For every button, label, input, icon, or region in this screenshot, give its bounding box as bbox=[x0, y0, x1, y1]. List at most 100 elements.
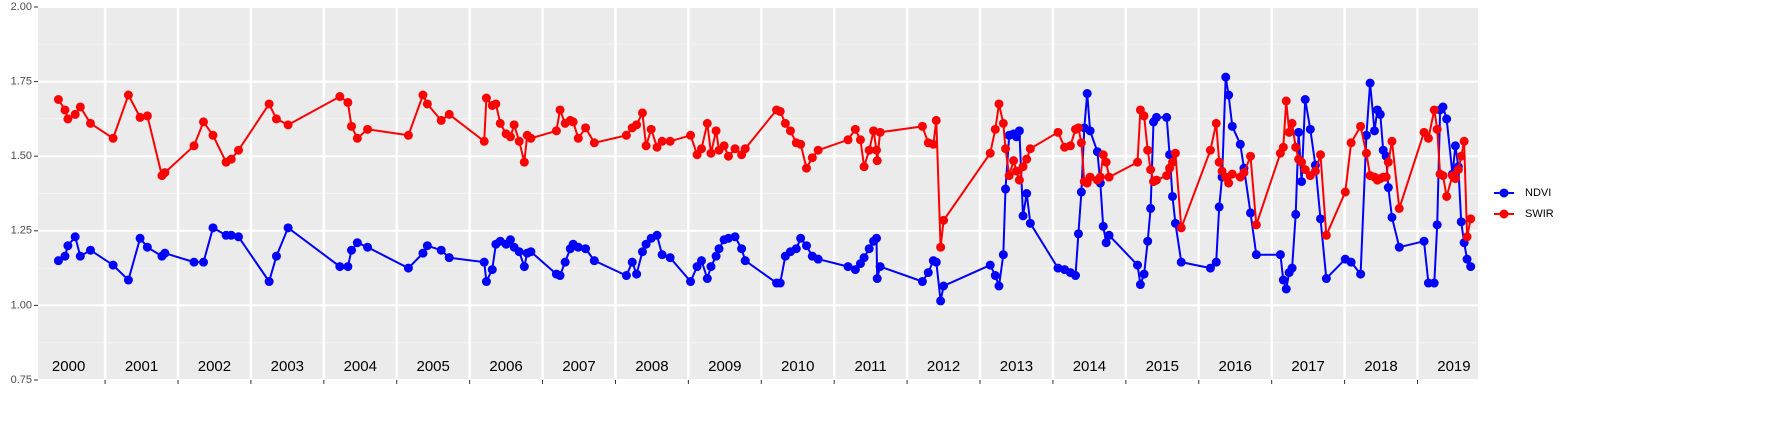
x-tick-label: 2014 bbox=[1073, 358, 1106, 375]
data-point bbox=[1466, 262, 1476, 272]
data-point bbox=[875, 127, 885, 137]
data-point bbox=[444, 253, 454, 263]
data-point bbox=[657, 136, 667, 146]
x-tick-label: 2012 bbox=[927, 358, 960, 375]
data-point bbox=[939, 281, 949, 291]
data-point bbox=[1346, 257, 1356, 267]
data-point bbox=[696, 144, 706, 154]
data-point bbox=[63, 114, 73, 124]
data-point bbox=[75, 102, 85, 112]
data-point bbox=[923, 268, 933, 278]
data-point bbox=[526, 247, 536, 257]
data-point bbox=[283, 120, 293, 130]
data-point bbox=[1383, 183, 1393, 193]
data-point bbox=[1139, 269, 1149, 279]
data-point bbox=[1076, 187, 1086, 197]
data-point bbox=[160, 248, 170, 258]
x-tick-label: 2005 bbox=[416, 358, 449, 375]
x-tick-label: 2007 bbox=[562, 358, 595, 375]
data-point bbox=[1251, 220, 1261, 230]
data-point bbox=[264, 99, 274, 109]
x-tick-label: 2001 bbox=[125, 358, 158, 375]
data-point bbox=[843, 262, 853, 272]
data-point bbox=[1294, 127, 1304, 137]
data-point bbox=[1214, 202, 1224, 212]
data-point bbox=[1291, 209, 1301, 219]
data-point bbox=[422, 99, 432, 109]
data-point bbox=[85, 245, 95, 255]
data-point bbox=[1073, 229, 1083, 239]
legend-label: NDVI bbox=[1525, 187, 1551, 199]
data-point bbox=[1205, 263, 1215, 273]
data-point bbox=[560, 257, 570, 267]
data-point bbox=[864, 145, 874, 155]
data-point bbox=[1456, 151, 1466, 161]
data-point bbox=[637, 247, 647, 257]
data-point bbox=[123, 275, 133, 285]
data-point bbox=[1162, 171, 1172, 181]
data-point bbox=[199, 257, 209, 267]
legend-key-point bbox=[1499, 188, 1509, 198]
data-point bbox=[1168, 191, 1178, 201]
x-tick-label: 2011 bbox=[855, 358, 887, 375]
data-point bbox=[135, 112, 145, 122]
data-point bbox=[335, 262, 345, 272]
data-point bbox=[53, 256, 63, 266]
data-point bbox=[436, 245, 446, 255]
data-point bbox=[199, 117, 209, 127]
data-point bbox=[686, 130, 696, 140]
data-point bbox=[1394, 203, 1404, 213]
data-point bbox=[1101, 238, 1111, 248]
data-point bbox=[555, 105, 565, 115]
data-point bbox=[108, 133, 118, 143]
data-point bbox=[1281, 284, 1291, 294]
x-tick-label: 2016 bbox=[1219, 358, 1252, 375]
data-point bbox=[519, 262, 529, 272]
data-point bbox=[696, 256, 706, 266]
data-point bbox=[573, 242, 583, 252]
data-point bbox=[931, 257, 941, 267]
data-point bbox=[1432, 124, 1442, 134]
data-point bbox=[985, 260, 995, 270]
data-point bbox=[555, 271, 565, 281]
data-point bbox=[481, 93, 491, 103]
data-point bbox=[1462, 254, 1472, 264]
data-point bbox=[352, 238, 362, 248]
data-point bbox=[1082, 89, 1092, 99]
data-point bbox=[1321, 274, 1331, 284]
data-point bbox=[1143, 236, 1153, 246]
legend-key-point bbox=[1499, 209, 1509, 219]
data-point bbox=[1365, 78, 1375, 88]
data-point bbox=[702, 118, 712, 128]
x-tick-label: 2009 bbox=[708, 358, 741, 375]
data-point bbox=[1224, 90, 1234, 100]
data-point bbox=[1387, 136, 1397, 146]
data-point bbox=[1143, 145, 1153, 155]
data-point bbox=[1466, 214, 1476, 224]
data-point bbox=[108, 260, 118, 270]
data-point bbox=[917, 121, 927, 131]
data-point bbox=[1251, 250, 1261, 260]
data-point bbox=[514, 136, 524, 146]
data-point bbox=[1316, 214, 1326, 224]
y-tick-label: 1.00 bbox=[11, 299, 32, 311]
data-point bbox=[1146, 165, 1156, 175]
data-point bbox=[271, 251, 281, 261]
y-tick-label: 1.50 bbox=[11, 150, 32, 162]
data-point bbox=[1321, 230, 1331, 240]
data-point bbox=[363, 124, 373, 134]
y-tick-label: 1.25 bbox=[11, 225, 32, 237]
data-point bbox=[796, 233, 806, 243]
data-point bbox=[994, 99, 1004, 109]
data-point bbox=[711, 251, 721, 261]
data-point bbox=[706, 148, 716, 158]
data-point bbox=[581, 244, 591, 254]
data-point bbox=[706, 262, 716, 272]
data-point bbox=[1419, 236, 1429, 246]
data-point bbox=[796, 139, 806, 149]
data-point bbox=[850, 265, 860, 275]
data-point bbox=[1462, 232, 1472, 242]
data-point bbox=[142, 242, 152, 252]
data-point bbox=[226, 154, 236, 164]
data-point bbox=[519, 157, 529, 167]
